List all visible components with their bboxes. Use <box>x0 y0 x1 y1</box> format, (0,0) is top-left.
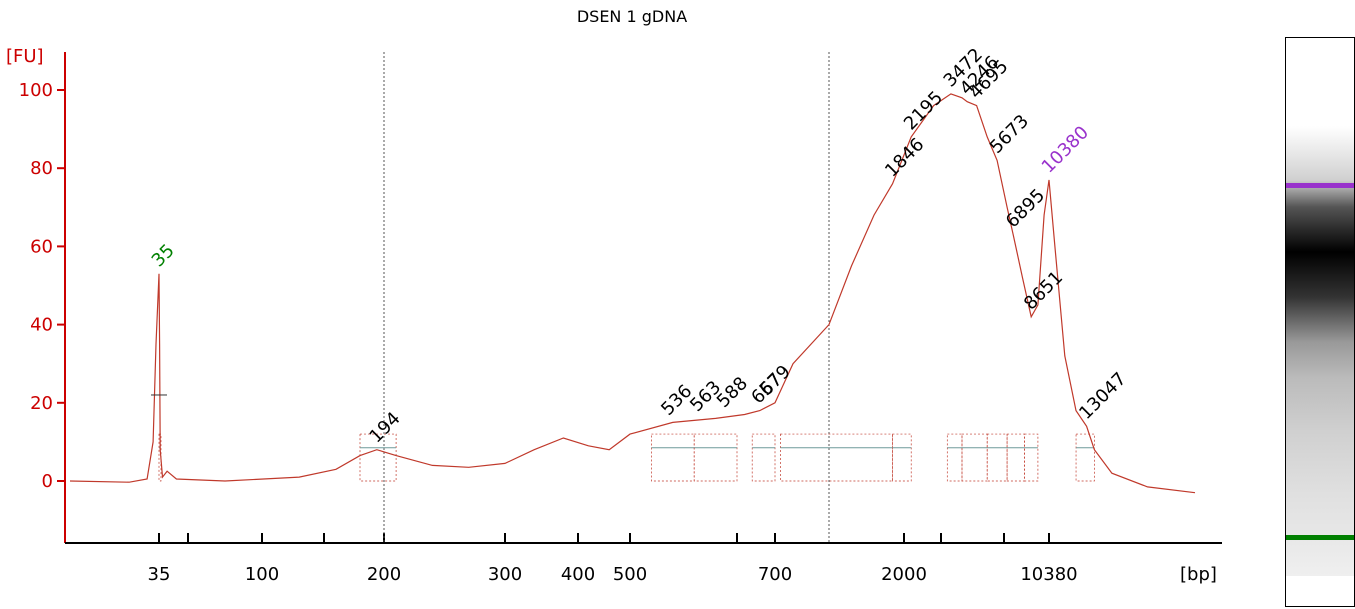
chart-title: DSEN 1 gDNA <box>577 7 687 26</box>
peak-label: 194 <box>365 408 404 447</box>
x-tick-label: 10380 <box>1020 564 1077 585</box>
gel-image <box>1285 37 1355 607</box>
peak-label: 10380 <box>1038 122 1093 177</box>
peak-label: 2195 <box>900 87 947 134</box>
peak-region-boxes <box>158 433 1095 482</box>
peak-label: 1846 <box>881 134 928 181</box>
y-tick-label: 60 <box>30 236 53 257</box>
peak-label: 6895 <box>1002 185 1049 232</box>
trace-group <box>69 93 1196 494</box>
y-axis: 0 20 40 60 80 100 <box>19 52 66 543</box>
x-tick-label: 400 <box>561 564 595 585</box>
gel-lane <box>1286 126 1354 576</box>
region-box <box>751 433 776 482</box>
fluorescence-trace <box>69 93 1196 494</box>
y-axis-label: [FU] <box>6 46 44 67</box>
region-box <box>651 433 695 482</box>
region-box <box>1006 433 1025 482</box>
region-box <box>780 433 893 482</box>
gel-lower-marker-band <box>1286 535 1354 540</box>
peak-label: 5673 <box>986 111 1033 158</box>
x-axis-label: [bp] <box>1180 564 1217 585</box>
gel-upper-marker-band <box>1286 183 1354 188</box>
peak-labels: 3510380194536563588657679184621953472424… <box>148 44 1131 447</box>
region-box <box>892 433 912 482</box>
y-tick-label: 100 <box>19 80 53 101</box>
y-tick-label: 80 <box>30 158 53 179</box>
x-tick-label: 300 <box>488 564 522 585</box>
y-tick-label: 20 <box>30 393 53 414</box>
electropherogram-chart: DSEN 1 gDNA [FU] [bp] 0 20 40 60 80 100 35 100… <box>6 7 1222 585</box>
region-box <box>961 433 988 482</box>
region-box <box>359 433 397 482</box>
region-box <box>946 433 963 482</box>
x-tick-label: 100 <box>245 564 279 585</box>
region-box <box>986 433 1008 482</box>
x-tick-label: 200 <box>367 564 401 585</box>
y-tick-label: 0 <box>42 471 53 492</box>
peak-label: 588 <box>713 373 752 412</box>
peak-label: 35 <box>148 240 179 271</box>
y-tick-label: 40 <box>30 315 53 336</box>
x-tick-label: 35 <box>148 564 171 585</box>
x-tick-label: 500 <box>613 564 647 585</box>
x-tick-label: 700 <box>758 564 792 585</box>
region-box <box>693 433 738 482</box>
region-box <box>1024 433 1039 482</box>
x-axis: 35 100 200 300 400 500 700 2000 10380 <box>65 533 1222 585</box>
peak-label: 13047 <box>1075 368 1130 423</box>
reference-lines <box>383 52 830 543</box>
x-tick-label: 2000 <box>881 564 927 585</box>
region-box <box>1075 433 1095 482</box>
